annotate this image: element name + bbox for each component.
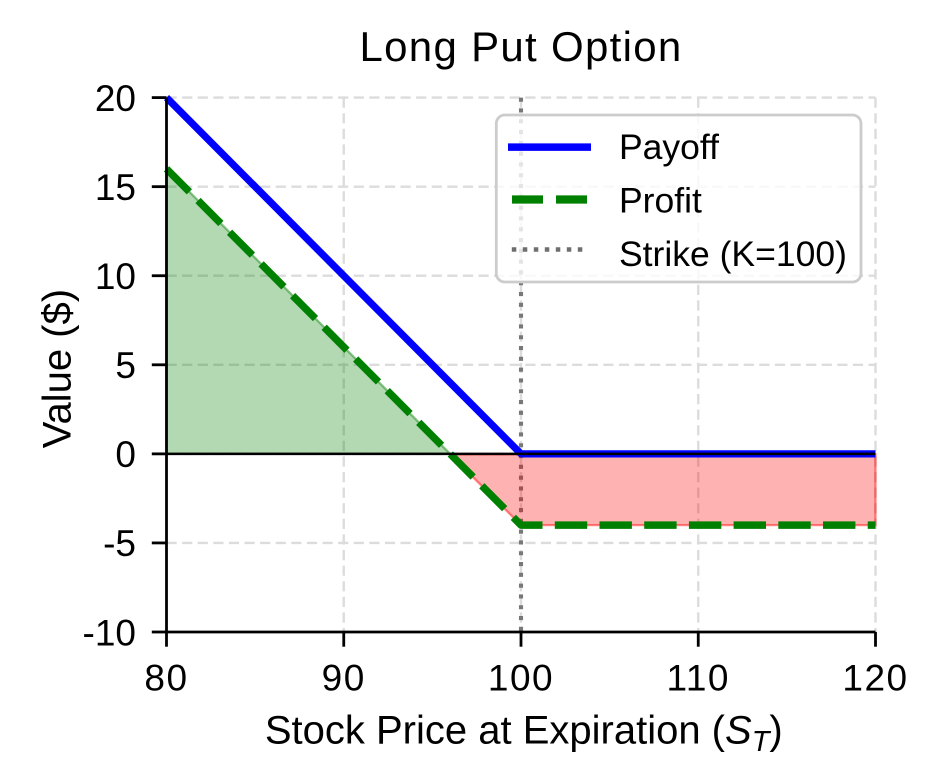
svg-text:5: 5	[115, 345, 136, 386]
svg-text:Strike (K=100): Strike (K=100)	[619, 234, 847, 274]
svg-text:Stock Price at Expiration (ST): Stock Price at Expiration (ST)	[265, 708, 783, 758]
svg-text:Payoff: Payoff	[619, 127, 719, 167]
svg-text:-5: -5	[103, 523, 136, 564]
svg-text:80: 80	[144, 658, 188, 699]
svg-text:-10: -10	[83, 612, 136, 653]
svg-text:90: 90	[322, 658, 366, 699]
svg-text:10: 10	[95, 256, 136, 297]
svg-text:110: 110	[667, 658, 731, 699]
svg-text:15: 15	[95, 167, 136, 208]
svg-text:100: 100	[488, 658, 554, 699]
svg-text:0: 0	[115, 434, 136, 475]
svg-text:120: 120	[842, 658, 908, 699]
svg-text:Value ($): Value ($)	[36, 289, 80, 448]
svg-text:Long Put Option: Long Put Option	[359, 23, 682, 70]
svg-text:Profit: Profit	[619, 180, 702, 220]
svg-text:20: 20	[95, 78, 136, 119]
